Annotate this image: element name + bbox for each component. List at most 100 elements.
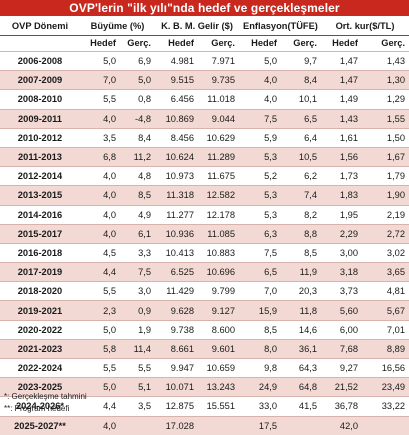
value-cell: 11.429	[155, 281, 199, 301]
value-cell: 6,2	[281, 166, 322, 186]
value-cell: 4.981	[155, 50, 199, 71]
value-cell: 4,0	[239, 70, 282, 90]
table-row: 2020-2022 5,0 1,9 9.738 8.600 8,5 14,6 6,00 7,01	[0, 319, 409, 340]
value-cell: 10.071	[155, 377, 199, 397]
table-row: 2024-2026* 4,4 3,5 12.875 15.551 33,0 41,5 36,7…	[0, 396, 409, 417]
value-cell: 10.696	[198, 262, 240, 282]
table-row: 2022-2024 5,5 5,5 9.947 10.659 9,8 64,3 9,27 16,…	[0, 357, 409, 378]
value-cell: 11,8	[281, 300, 322, 321]
value-cell: 11.675	[198, 166, 240, 186]
value-cell: 2,72	[362, 223, 409, 244]
value-cell: 1,30	[362, 70, 409, 90]
period-cell: 2018-2020	[0, 281, 80, 301]
value-cell: 8,5	[239, 319, 282, 340]
value-cell: 1,43	[362, 50, 409, 71]
table-row: 2017-2019 4,4 7,5 6.525 10.696 6,5 11,9 3,18 3,6…	[0, 262, 409, 282]
table-title: OVP'lerin "ilk yılı"nda hedef ve gerçekl…	[0, 0, 409, 16]
value-cell: 8,4	[281, 70, 322, 90]
period-cell: 2025-2027**	[0, 415, 80, 435]
income-header: K. B. M. Gelir ($)	[155, 16, 240, 36]
value-cell: 1,49	[321, 89, 363, 110]
value-cell	[198, 415, 240, 435]
value-cell: 10.629	[198, 127, 240, 148]
value-cell: 6,00	[321, 319, 363, 340]
value-cell: 20,3	[281, 281, 322, 301]
value-cell: 4,0	[80, 415, 120, 435]
value-cell: 1,61	[321, 127, 363, 148]
value-cell	[120, 415, 156, 435]
value-cell: 8.661	[155, 338, 199, 359]
value-cell: 3,3	[120, 242, 156, 263]
period-cell: 2007-2009	[0, 70, 80, 90]
value-cell: 8,8	[281, 223, 322, 244]
period-cell: 2010-2012	[0, 127, 80, 148]
period-header: OVP Dönemi	[0, 16, 80, 36]
value-cell: 15,9	[239, 300, 282, 321]
value-cell: 5,0	[80, 50, 120, 71]
value-cell: 24,9	[239, 377, 282, 397]
sub-target: Hedef	[90, 38, 116, 48]
value-cell: 10,5	[281, 146, 322, 167]
sub-actual: Gerç.	[293, 38, 318, 48]
value-cell	[281, 415, 322, 435]
sub-actual: Gerç.	[127, 38, 152, 48]
value-cell: 11,4	[120, 338, 156, 359]
value-cell: 4,0	[80, 185, 120, 205]
value-cell: 5,8	[80, 338, 120, 359]
value-cell: 9,8	[239, 357, 282, 378]
period-cell: 2015-2017	[0, 223, 80, 244]
value-cell: 9,27	[321, 357, 363, 378]
value-cell: 16,56	[362, 357, 409, 378]
value-cell: 4,9	[120, 204, 156, 225]
value-cell: 5,1	[120, 377, 156, 397]
period-cell: 2012-2014	[0, 166, 80, 186]
value-cell: 3,5	[120, 396, 156, 417]
value-cell: 23,49	[362, 377, 409, 397]
growth-header: Büyüme (%)	[80, 16, 156, 36]
value-cell: 4,0	[80, 204, 120, 225]
value-cell: 33,22	[362, 396, 409, 417]
value-cell: 6,1	[120, 223, 156, 244]
value-cell: 36,1	[281, 338, 322, 359]
value-cell: 7.971	[198, 50, 240, 71]
value-cell: 1,83	[321, 185, 363, 205]
sub-target: Hedef	[332, 38, 359, 48]
table-row: 2015-2017 4,0 6,1 10.936 11.085 6,3 8,8 2,29 2,7…	[0, 223, 409, 244]
value-cell: 5,0	[80, 377, 120, 397]
value-cell: 6,5	[239, 262, 282, 282]
value-cell: 2,29	[321, 223, 363, 244]
value-cell: 7,0	[80, 70, 120, 90]
value-cell: 5,0	[239, 50, 282, 71]
value-cell: 9.947	[155, 357, 199, 378]
table-row: 2010-2012 3,5 8,4 8.456 10.629 5,9 6,4 1,61 1,50	[0, 127, 409, 148]
value-cell: 1,90	[362, 185, 409, 205]
value-cell: 8.456	[155, 127, 199, 148]
value-cell: 1,56	[321, 146, 363, 167]
value-cell: 9.738	[155, 319, 199, 340]
table-row: 2021-2023 5,8 11,4 8.661 9.601 8,0 36,1 7,68 8,8…	[0, 338, 409, 359]
header-group-row: OVP Dönemi Büyüme (%) K. B. M. Gelir ($)…	[0, 16, 409, 36]
value-cell: 9.601	[198, 338, 240, 359]
value-cell: 11,9	[281, 262, 322, 282]
value-cell: 5,67	[362, 300, 409, 321]
value-cell: 8,5	[281, 242, 322, 263]
value-cell: 11.018	[198, 89, 240, 110]
value-cell: 4,0	[80, 108, 120, 129]
period-cell: 2021-2023	[0, 338, 80, 359]
value-cell: 41,5	[281, 396, 322, 417]
value-cell: 9.127	[198, 300, 240, 321]
value-cell: 4,0	[239, 89, 282, 110]
value-cell: 5,5	[80, 281, 120, 301]
table-row: 2011-2013 6,8 11,2 10.624 11.289 5,3 10,5 1,56 1…	[0, 146, 409, 167]
value-cell: 4,8	[120, 166, 156, 186]
value-cell: 11.289	[198, 146, 240, 167]
value-cell: 10.624	[155, 146, 199, 167]
value-cell: 5,3	[239, 146, 282, 167]
period-cell: 2006-2008	[0, 50, 80, 71]
value-cell: 4,81	[362, 281, 409, 301]
value-cell: 17,5	[239, 415, 282, 435]
value-cell: 3,00	[321, 242, 363, 263]
value-cell: 4,4	[80, 262, 120, 282]
value-cell: 5,60	[321, 300, 363, 321]
